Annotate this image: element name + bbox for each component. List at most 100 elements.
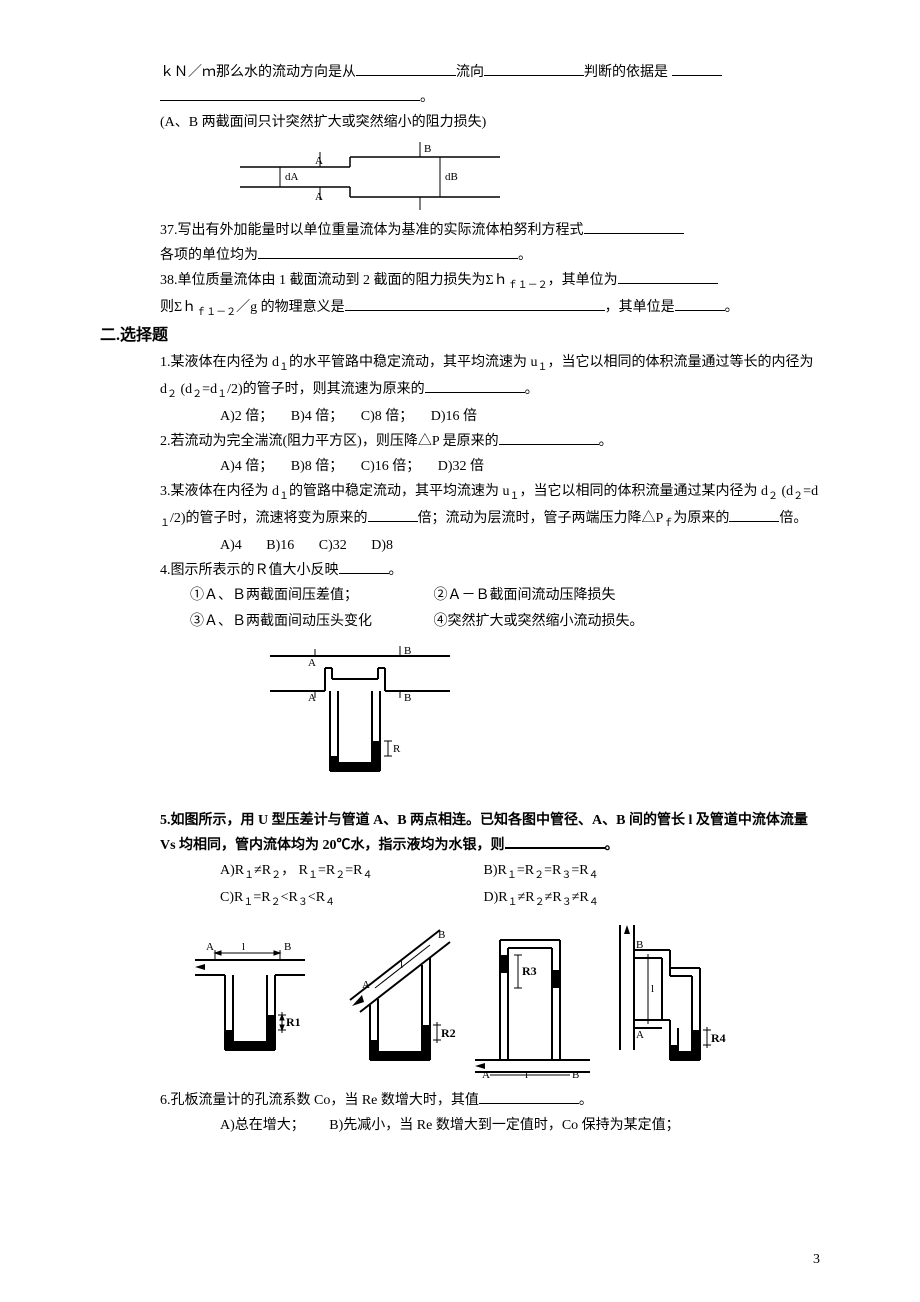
label-A2: A xyxy=(308,692,316,704)
t: /2)的管子时，流速将变为原来的 xyxy=(170,511,368,526)
label-B: B xyxy=(404,646,411,657)
blank xyxy=(584,219,684,234)
t: 。 xyxy=(605,838,619,853)
B: B xyxy=(284,941,291,953)
t: 。 xyxy=(525,382,539,397)
t: 的管路中稳定流动，其平均流速为 u xyxy=(289,484,510,499)
t: =R xyxy=(517,863,534,878)
label-dB: dB xyxy=(445,171,458,183)
A: A xyxy=(482,1069,490,1080)
q38-sub2: ｆ１－２ xyxy=(196,307,236,318)
t: 3.某液体在内径为 d xyxy=(160,484,279,499)
mc4-opts-row2: ③Ａ、Ｂ两截面间动压头变化 ④突然扩大或突然缩小流动损失。 xyxy=(100,609,820,634)
blank xyxy=(618,269,718,284)
label-dA: dA xyxy=(285,171,299,183)
blank xyxy=(345,296,605,311)
t: ，当它以相同的体积流量通过某内径为 d xyxy=(520,484,769,499)
s: １ xyxy=(279,362,289,373)
s: １ xyxy=(279,491,289,502)
A: A xyxy=(206,941,214,953)
t: /2)的管子时，则其流速为原来的 xyxy=(227,382,425,397)
t: 6.孔板流量计的孔流系数 Co，当 Re 数增大时，其值 xyxy=(160,1093,479,1108)
label-A: A xyxy=(308,657,316,669)
opt-d: D)32 倍 xyxy=(438,459,484,474)
mc5: 5.如图所示，用 U 型压差计与管道 A、B 两点相连。已知各图中管径、A、B … xyxy=(100,808,820,858)
t: <R xyxy=(308,890,325,905)
mc5-opts-row2: C)R１=R２<R３<R４ D)R１≠R２≠R３≠R４ xyxy=(100,885,820,912)
t: =R xyxy=(571,863,588,878)
t: 1.某液体在内径为 d xyxy=(160,355,279,370)
mc3-options: A)4 B)16 C)32 D)8 xyxy=(100,533,820,558)
opt-b: B)16 xyxy=(266,538,294,553)
blank xyxy=(339,559,389,574)
t: 。 xyxy=(599,434,613,449)
label-A: A xyxy=(315,155,323,167)
t: C)R xyxy=(220,890,243,905)
B: B xyxy=(572,1069,579,1080)
q38-suffix: 。 xyxy=(725,300,739,315)
mc5-diagram: A l B R1 xyxy=(190,920,730,1080)
t: 的水平管路中稳定流动，其平均流速为 u xyxy=(289,355,538,370)
blank xyxy=(258,244,518,259)
mc2-options: A)4 倍； B)8 倍； C)16 倍； D)32 倍 xyxy=(100,454,820,479)
section2-heading: 二.选择题 xyxy=(100,322,820,351)
t: (d xyxy=(782,484,794,499)
s: ２ xyxy=(167,389,177,400)
s: ２ xyxy=(793,491,803,502)
q36-mid1: 流向 xyxy=(456,65,484,80)
opt-a: A)总在增大； xyxy=(220,1118,305,1133)
t: 2.若流动为完全湍流(阻力平方区)，则压降△P 是原来的 xyxy=(160,434,499,449)
R1: R1 xyxy=(286,1015,301,1029)
t: ≠R xyxy=(572,890,589,905)
R4: R4 xyxy=(711,1031,726,1045)
t: =R xyxy=(253,890,270,905)
t: 为原来的 xyxy=(673,511,729,526)
t: 5.如图所示，用 U 型压差计与管道 A、B 两点相连。已知各图中管径、A、B … xyxy=(160,813,808,853)
opt-d: D)8 xyxy=(371,538,393,553)
q37-line1: 37.写出有外加能量时以单位重量流体为基准的实际流体柏努利方程式 xyxy=(100,218,820,243)
q37-text2: 各项的单位均为 xyxy=(160,248,258,263)
t: <R xyxy=(281,890,298,905)
t: D)R xyxy=(484,890,508,905)
t: 。 xyxy=(389,563,403,578)
label-B2: B xyxy=(404,692,411,704)
q36-diagram: A A B dA dB xyxy=(220,142,520,212)
opt-a: A)4 倍； xyxy=(220,459,273,474)
opt-b: B)4 倍； xyxy=(291,409,344,424)
page-root: ｋＮ／ｍ那么水的流动方向是从流向判断的依据是 。 (A、B 两截面间只计突然扩大… xyxy=(0,0,920,1302)
q36-line2: 。 xyxy=(100,85,820,110)
t: 4.图示所表示的Ｒ值大小反映 xyxy=(160,563,339,578)
s: ２ xyxy=(768,491,778,502)
blank xyxy=(484,61,584,76)
mc1: 1.某液体在内径为 d１的水平管路中稳定流动，其平均流速为 u１，当它以相同的体… xyxy=(100,350,820,404)
q37-suffix: 。 xyxy=(518,248,532,263)
opt-d: D)16 倍 xyxy=(431,409,477,424)
opt3: ③Ａ、Ｂ两截面间动压头变化 xyxy=(190,609,430,634)
mc6-options: A)总在增大； B)先减小，当 Re 数增大到一定值时，Co 保持为某定值； xyxy=(100,1113,820,1138)
q36-note: (A、B 两截面间只计突然扩大或突然缩小的阻力损失) xyxy=(100,110,820,135)
blank xyxy=(356,61,456,76)
mc4-opts-row1: ①Ａ、Ｂ两截面间压差值； ②Ａ－Ｂ截面间流动压降损失 xyxy=(100,583,820,608)
q38-l2b: ／g 的物理意义是 xyxy=(236,300,345,315)
mc1-options: A)2 倍； B)4 倍； C)8 倍； D)16 倍 xyxy=(100,404,820,429)
opt2: ②Ａ－Ｂ截面间流动压降损失 xyxy=(434,588,616,603)
opt-c: C)16 倍； xyxy=(361,459,421,474)
q36-mid2: 判断的依据是 xyxy=(584,65,668,80)
B: B xyxy=(636,939,643,951)
s: １ xyxy=(160,518,170,529)
q38-line2: 则Σｈｆ１－２／g 的物理意义是，其单位是。 xyxy=(100,295,820,322)
blank xyxy=(505,833,605,849)
blank xyxy=(479,1089,579,1104)
t: ≠R xyxy=(254,863,271,878)
l: l xyxy=(242,941,245,953)
t: ， R xyxy=(281,863,308,878)
t: =R xyxy=(318,863,335,878)
blank xyxy=(675,296,725,311)
B: B xyxy=(438,929,445,941)
q38-line1: 38.单位质量流体由 1 截面流动到 2 截面的阻力损失为Σｈｆ１－２，其单位为 xyxy=(100,268,820,295)
blank xyxy=(368,507,418,522)
l: l xyxy=(400,959,403,971)
opt-b: B)先减小，当 Re 数增大到一定值时，Co 保持为某定值； xyxy=(329,1118,679,1133)
opt-a: A)2 倍； xyxy=(220,409,273,424)
t: =d xyxy=(803,484,818,499)
